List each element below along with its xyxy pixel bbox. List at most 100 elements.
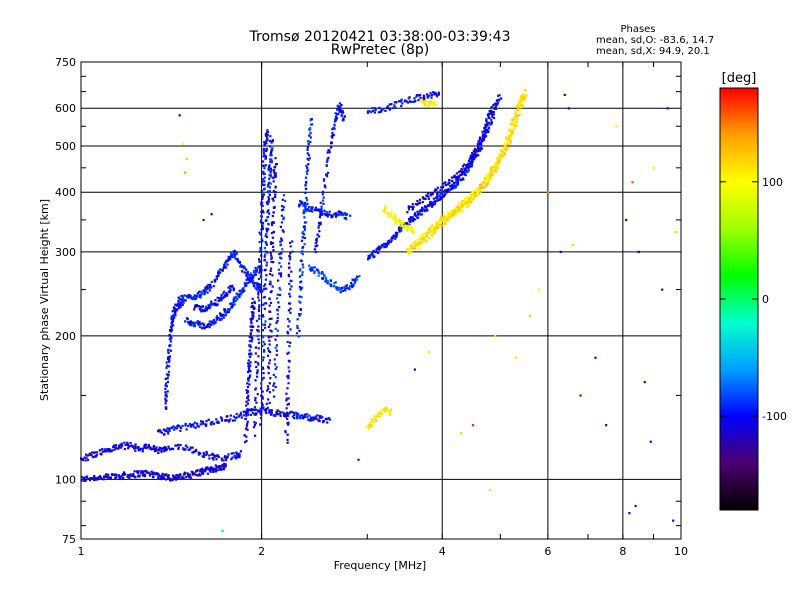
echo-point	[411, 203, 414, 206]
echo-point	[145, 470, 148, 473]
echo-point	[220, 457, 223, 460]
echo-point	[159, 430, 162, 433]
echo-point	[192, 472, 195, 475]
echo-point	[270, 335, 273, 338]
echo-point	[298, 295, 301, 298]
echo-point	[299, 203, 302, 206]
echo-point	[423, 104, 426, 107]
echo-point	[393, 219, 396, 222]
echo-point	[262, 288, 266, 291]
echo-point	[409, 244, 412, 247]
echo-point	[119, 443, 122, 446]
echo-point	[171, 478, 174, 482]
echo-point	[269, 171, 272, 174]
echo-point	[192, 425, 195, 428]
echo-point	[240, 416, 243, 419]
echo-point	[433, 202, 437, 205]
echo-point	[395, 232, 399, 235]
echo-point	[334, 118, 337, 121]
echo-point	[290, 270, 293, 273]
plot-frame	[80, 61, 682, 540]
echo-point	[113, 448, 116, 451]
scatter-point	[615, 125, 618, 128]
echo-point	[301, 263, 304, 266]
echo-point	[226, 259, 229, 263]
echo-point	[473, 153, 476, 156]
echo-point	[259, 267, 262, 270]
echo-point	[374, 108, 377, 111]
echo-point	[278, 293, 282, 297]
echo-point	[269, 410, 273, 413]
echo-point	[241, 265, 244, 268]
echo-point	[314, 245, 317, 248]
echo-point	[124, 443, 127, 447]
echo-point	[269, 154, 272, 157]
echo-point	[487, 112, 491, 116]
echo-point	[342, 213, 346, 216]
echo-point	[225, 459, 228, 462]
echo-point	[268, 165, 271, 169]
echo-point	[333, 285, 336, 288]
echo-point	[395, 235, 398, 238]
echo-point	[434, 231, 437, 234]
echo-point	[208, 303, 212, 307]
echo-point	[214, 302, 217, 305]
echo-point	[271, 274, 274, 277]
echo-point	[495, 167, 498, 170]
echo-point	[232, 255, 235, 259]
echo-point	[219, 314, 222, 318]
echo-point	[245, 410, 249, 413]
echo-point	[508, 129, 512, 132]
echo-point	[495, 166, 498, 169]
echo-point	[286, 403, 289, 406]
echo-point	[193, 296, 197, 299]
echo-point	[321, 190, 325, 194]
echo-point	[403, 224, 406, 227]
echo-point	[302, 416, 305, 420]
echo-point	[83, 479, 86, 482]
echo-point	[269, 167, 273, 170]
echo-point	[223, 462, 226, 465]
echo-point	[258, 304, 261, 307]
echo-point	[491, 166, 494, 169]
echo-point	[247, 408, 250, 411]
echo-point	[418, 93, 422, 97]
echo-point	[193, 322, 197, 325]
echo-point	[164, 473, 167, 476]
echo-point	[345, 284, 348, 287]
echo-point	[271, 236, 274, 239]
echo-point	[240, 270, 244, 273]
echo-point	[203, 309, 206, 313]
echo-point	[279, 243, 283, 246]
echo-point	[261, 227, 264, 231]
echo-point	[429, 201, 432, 204]
echo-point	[265, 411, 268, 415]
echo-point	[189, 446, 192, 449]
echo-point	[472, 156, 475, 159]
echo-point	[414, 214, 417, 217]
echo-point	[466, 165, 469, 169]
echo-point	[322, 179, 326, 182]
echo-point	[257, 308, 261, 311]
echo-point	[484, 185, 487, 188]
scatter-point	[634, 504, 637, 508]
echo-point	[106, 476, 109, 479]
echo-point	[182, 300, 185, 303]
echo-point	[168, 355, 172, 358]
echo-point	[461, 203, 464, 206]
echo-point	[398, 219, 401, 222]
echo-point	[422, 94, 426, 98]
echo-point	[452, 184, 456, 188]
echo-point	[367, 427, 370, 430]
echo-point	[408, 252, 411, 255]
echo-point	[81, 458, 84, 462]
echo-point	[385, 243, 388, 246]
echo-point	[400, 229, 403, 232]
echo-point	[181, 424, 184, 428]
echo-point	[102, 478, 105, 481]
echo-point	[172, 475, 175, 479]
echo-point	[440, 215, 443, 218]
echo-point	[346, 287, 349, 290]
echo-point	[265, 131, 268, 134]
echo-point	[171, 310, 174, 313]
